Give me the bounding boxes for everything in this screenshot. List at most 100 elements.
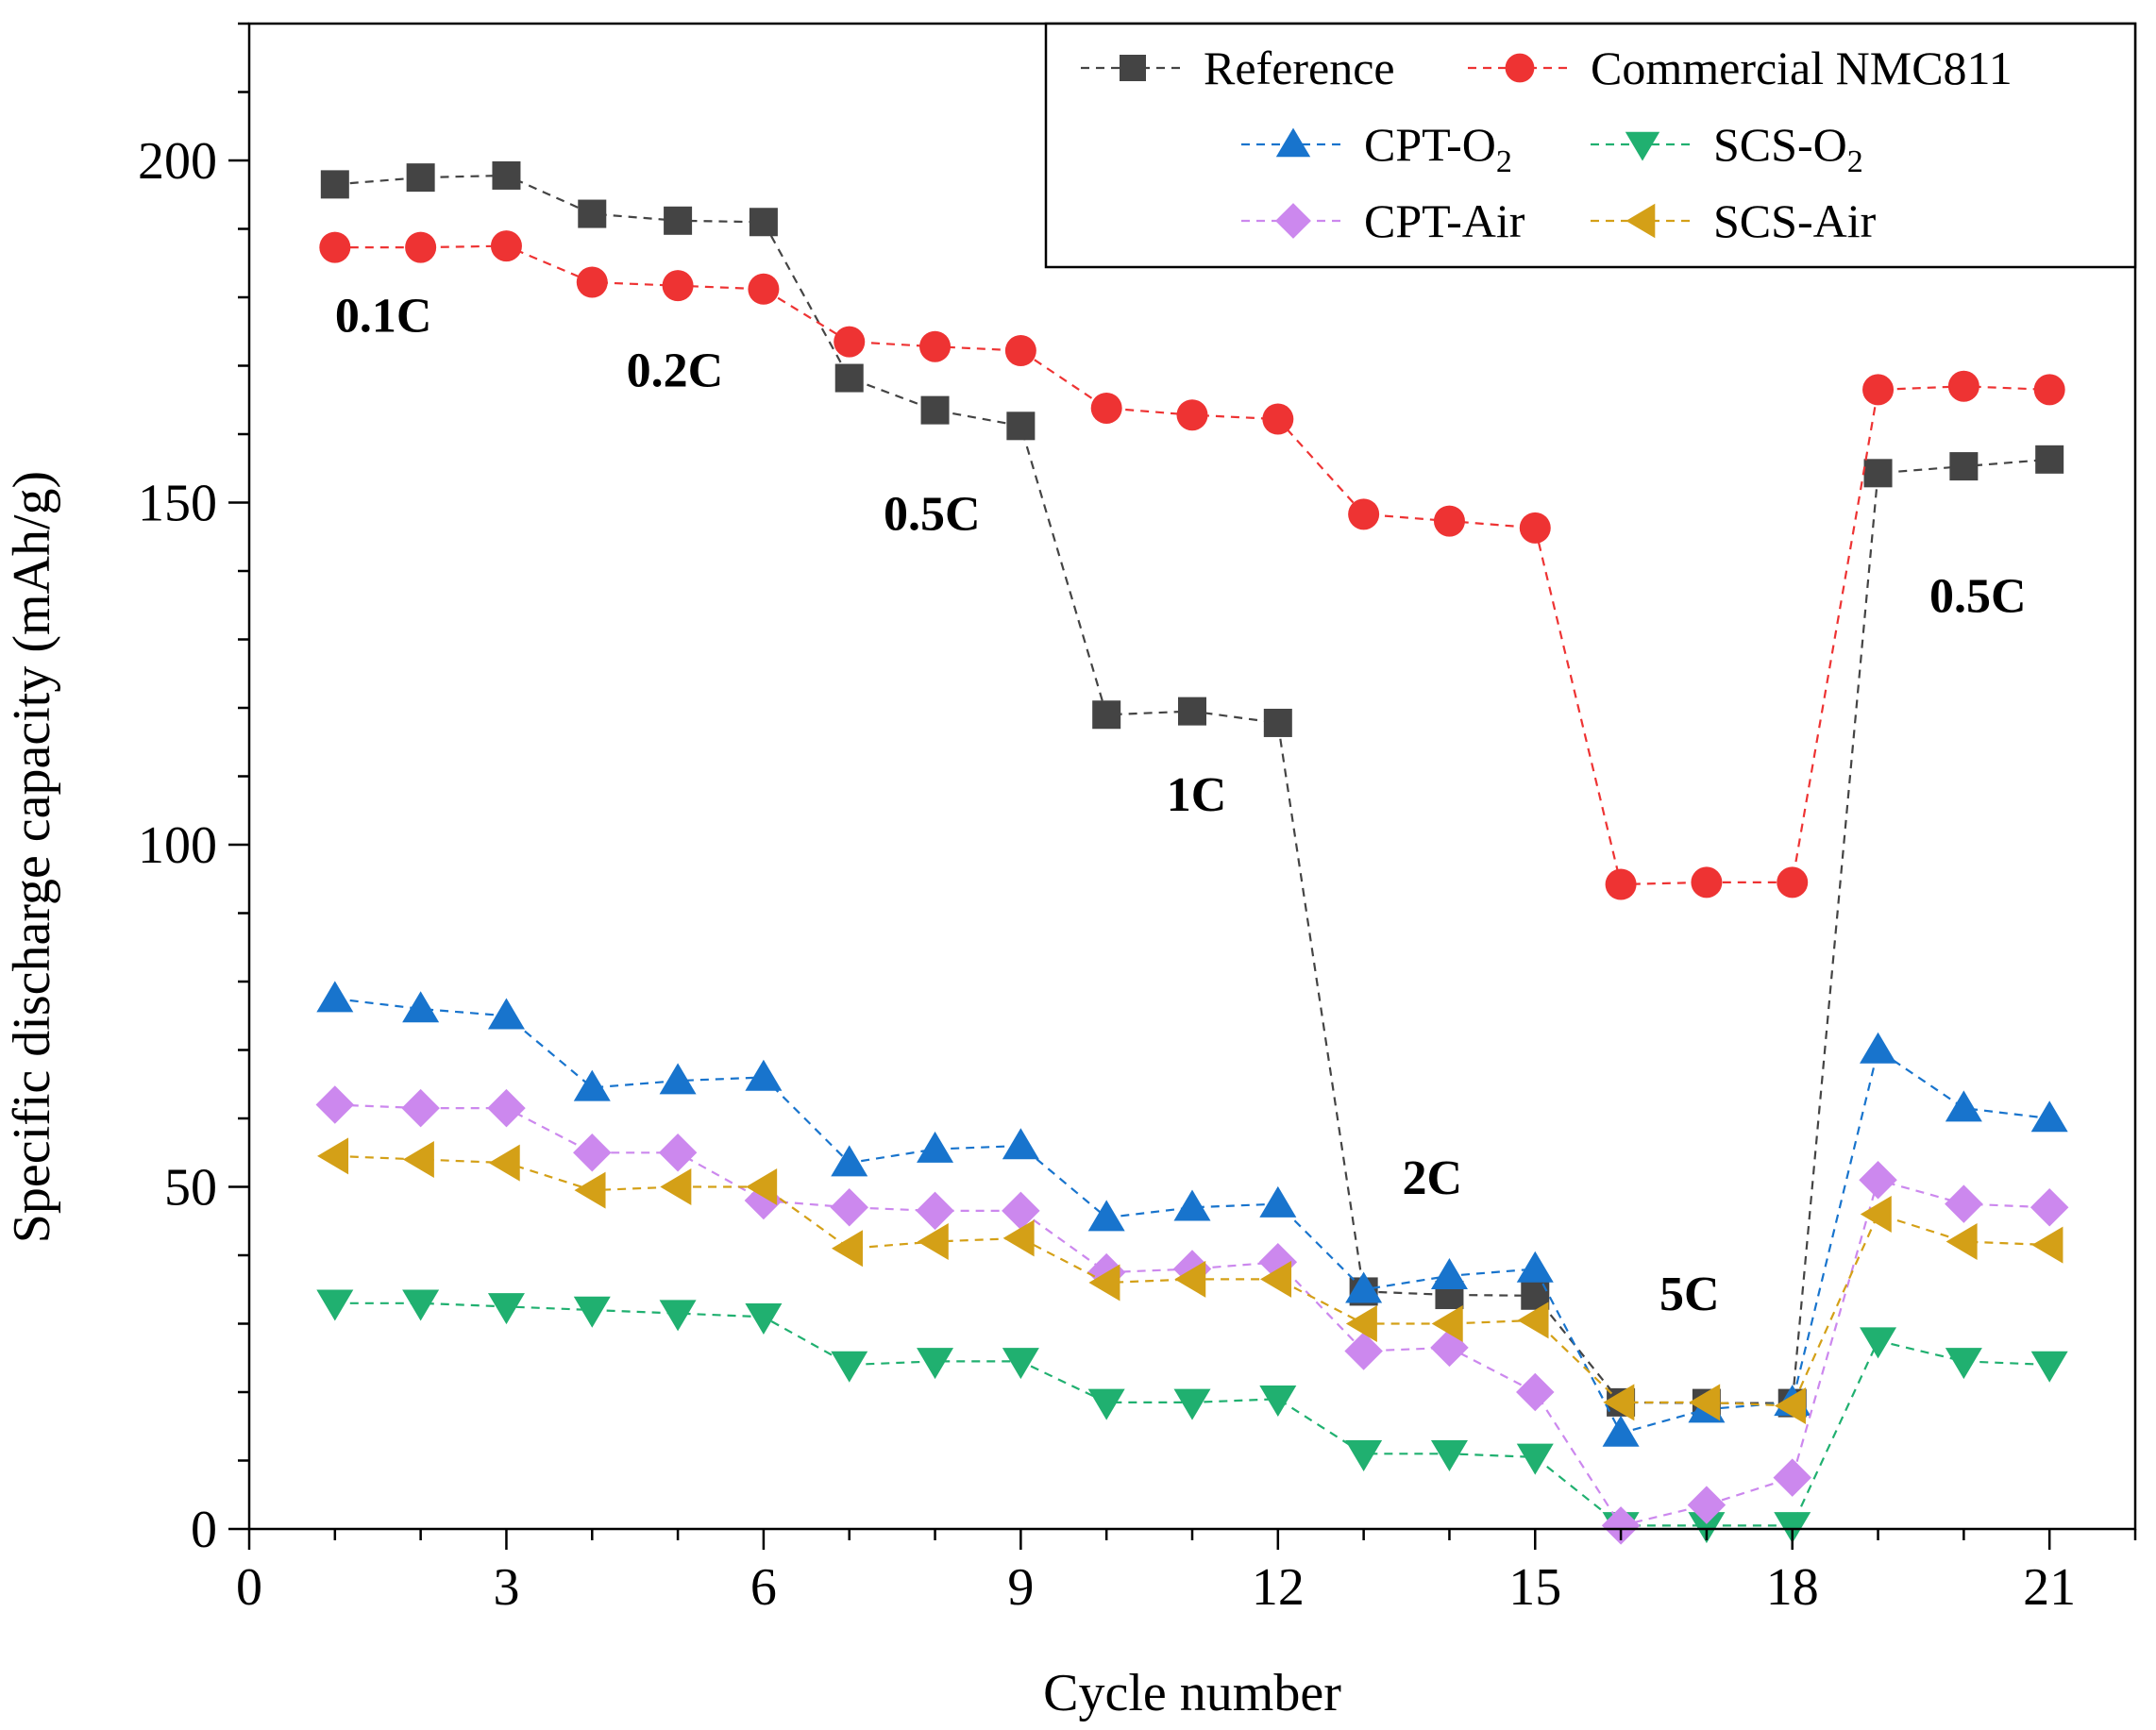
point-cpt-air-cycle-2 (401, 1088, 440, 1128)
point-reference-cycle-8 (920, 395, 950, 425)
point-cpt-air-cycle-4 (573, 1134, 612, 1172)
point-cpt-o2-cycle-16 (1602, 1415, 1640, 1447)
point-scs-o2-cycle-10 (1087, 1388, 1125, 1420)
point-commercial-nmc811-cycle-12 (1262, 403, 1294, 435)
legend-marker-cpt-air (1275, 203, 1311, 239)
point-reference-cycle-5 (664, 206, 693, 235)
y-tick-label: 150 (138, 475, 217, 533)
point-scs-o2-cycle-3 (487, 1293, 525, 1325)
point-cpt-o2-cycle-5 (659, 1063, 697, 1095)
point-cpt-air-cycle-17 (1687, 1486, 1726, 1524)
point-reference-cycle-6 (749, 208, 778, 237)
legend-subscript-scs-o2: 2 (1847, 144, 1863, 179)
point-commercial-nmc811-cycle-11 (1176, 399, 1208, 431)
point-commercial-nmc811-cycle-9 (1004, 335, 1036, 367)
point-cpt-o2-cycle-19 (1860, 1032, 1897, 1064)
point-cpt-air-cycle-7 (830, 1188, 868, 1227)
rate-label: 0.5C (1929, 570, 2027, 624)
legend-label-cpt-o2: CPT-O2 (1364, 118, 1512, 179)
point-reference-cycle-4 (578, 199, 607, 228)
x-tick-label: 9 (1007, 1558, 1034, 1617)
point-scs-o2-cycle-8 (917, 1348, 954, 1380)
point-scs-o2-cycle-6 (745, 1303, 783, 1335)
point-cpt-o2-cycle-2 (402, 991, 440, 1023)
y-axis-title: Specific discharge capacity (mAh/g) (3, 471, 61, 1243)
rate-label: 1C (1167, 768, 1227, 822)
legend-marker-commercial-nmc811 (1505, 53, 1535, 83)
point-cpt-o2-cycle-14 (1430, 1258, 1468, 1289)
point-cpt-o2-cycle-21 (2030, 1100, 2068, 1133)
legend-label-scs-air: SCS-Air (1713, 194, 1877, 247)
point-cpt-o2-cycle-12 (1259, 1185, 1297, 1218)
rate-label: 5C (1659, 1268, 1720, 1321)
point-reference-cycle-1 (320, 170, 349, 199)
point-commercial-nmc811-cycle-16 (1605, 868, 1637, 900)
point-cpt-o2-cycle-13 (1345, 1271, 1383, 1303)
point-commercial-nmc811-cycle-15 (1519, 512, 1551, 544)
point-cpt-air-cycle-18 (1773, 1458, 1811, 1497)
point-scs-air-cycle-6 (746, 1168, 778, 1205)
legend-marker-cpt-o2 (1275, 127, 1311, 158)
point-commercial-nmc811-cycle-19 (1862, 374, 1895, 406)
point-scs-o2-cycle-21 (2030, 1351, 2068, 1383)
point-scs-o2-cycle-18 (1774, 1512, 1811, 1544)
legend-label-reference: Reference (1204, 42, 1395, 94)
rate-annotations: 0.1C 0.2C 0.5C 1C 2C 5C 0.5C (335, 289, 2027, 1321)
point-cpt-o2-cycle-3 (487, 998, 525, 1030)
x-tick-label: 6 (750, 1558, 777, 1617)
point-cpt-o2-cycle-15 (1516, 1251, 1554, 1283)
point-scs-o2-cycle-14 (1430, 1440, 1468, 1471)
x-tick-label: 21 (2023, 1558, 2076, 1617)
legend-label-cpt-air: CPT-Air (1364, 194, 1525, 247)
legend-label-scs-o2: SCS-O2 (1713, 118, 1863, 179)
y-tick-label: 50 (164, 1159, 217, 1218)
point-commercial-nmc811-cycle-8 (919, 330, 952, 362)
point-cpt-air-cycle-13 (1344, 1332, 1383, 1370)
point-reference-cycle-2 (406, 163, 435, 193)
point-cpt-o2-cycle-6 (745, 1059, 783, 1091)
point-scs-air-cycle-4 (574, 1171, 606, 1209)
point-commercial-nmc811-cycle-21 (2033, 374, 2065, 406)
point-scs-o2-cycle-4 (573, 1296, 611, 1328)
point-scs-air-cycle-14 (1431, 1305, 1463, 1342)
point-commercial-nmc811-cycle-18 (1777, 866, 1809, 899)
point-scs-air-cycle-17 (1689, 1384, 1721, 1421)
point-cpt-o2-cycle-11 (1173, 1189, 1211, 1221)
point-reference-cycle-7 (834, 363, 864, 393)
x-axis-title: Cycle number (1043, 1664, 1341, 1722)
point-cpt-air-cycle-16 (1601, 1506, 1641, 1545)
point-cpt-air-cycle-21 (2030, 1188, 2069, 1227)
point-cpt-o2-cycle-1 (316, 981, 354, 1013)
point-scs-air-cycle-3 (488, 1144, 520, 1182)
point-reference-cycle-12 (1263, 708, 1292, 737)
point-cpt-air-cycle-20 (1945, 1184, 1983, 1223)
y-tick-label: 0 (191, 1501, 217, 1559)
point-commercial-nmc811-cycle-10 (1090, 392, 1122, 424)
point-scs-air-cycle-12 (1260, 1260, 1292, 1298)
point-reference-cycle-20 (1949, 452, 1979, 481)
point-commercial-nmc811-cycle-20 (1947, 370, 1979, 402)
series-layer (315, 160, 2069, 1545)
x-tick-label: 3 (493, 1558, 519, 1617)
point-commercial-nmc811-cycle-2 (405, 231, 437, 263)
point-scs-air-cycle-15 (1517, 1302, 1549, 1339)
x-tick-label: 15 (1508, 1558, 1561, 1617)
rate-label: 0.2C (627, 344, 724, 397)
point-scs-air-cycle-1 (317, 1137, 349, 1175)
point-scs-air-cycle-18 (1774, 1387, 1806, 1424)
point-cpt-o2-cycle-8 (917, 1131, 954, 1163)
point-scs-air-cycle-19 (1860, 1196, 1892, 1233)
point-commercial-nmc811-cycle-7 (834, 326, 866, 358)
point-commercial-nmc811-cycle-14 (1433, 505, 1465, 537)
point-cpt-air-cycle-19 (1859, 1161, 1897, 1200)
legend-label-commercial-nmc811: Commercial NMC811 (1591, 42, 2013, 94)
point-cpt-air-cycle-15 (1516, 1372, 1555, 1412)
point-commercial-nmc811-cycle-6 (748, 273, 780, 305)
point-scs-air-cycle-20 (1945, 1223, 1978, 1260)
point-cpt-o2-cycle-20 (1945, 1090, 1982, 1122)
legend: Reference Commercial NMC811 CPT-O2 SCS-O2 CP… (1044, 22, 2137, 269)
point-reference-cycle-11 (1178, 697, 1206, 726)
point-commercial-nmc811-cycle-1 (319, 231, 351, 263)
point-scs-o2-cycle-19 (1860, 1327, 1897, 1359)
